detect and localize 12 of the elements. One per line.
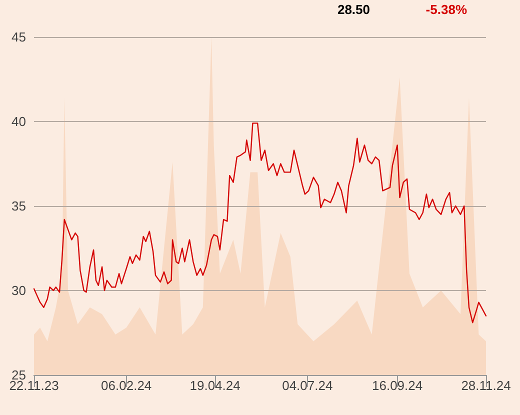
- text: 28.50: [337, 2, 370, 17]
- y-tick-label: 35: [12, 198, 26, 214]
- text: -5.38%: [426, 2, 468, 17]
- y-tick-label: 45: [12, 30, 26, 44]
- x-tick-label: 04.07.24: [282, 378, 333, 393]
- y-tick-label: 40: [12, 114, 26, 129]
- x-tick-label: 28.11.24: [461, 378, 511, 393]
- y-tick-label: 30: [12, 283, 26, 298]
- x-tick-label: 06.02.24: [101, 378, 152, 393]
- x-tick-label: 16.09.24: [372, 378, 423, 393]
- line-series: [33, 122, 487, 324]
- x-tick-label: 19.04.24: [190, 378, 240, 393]
